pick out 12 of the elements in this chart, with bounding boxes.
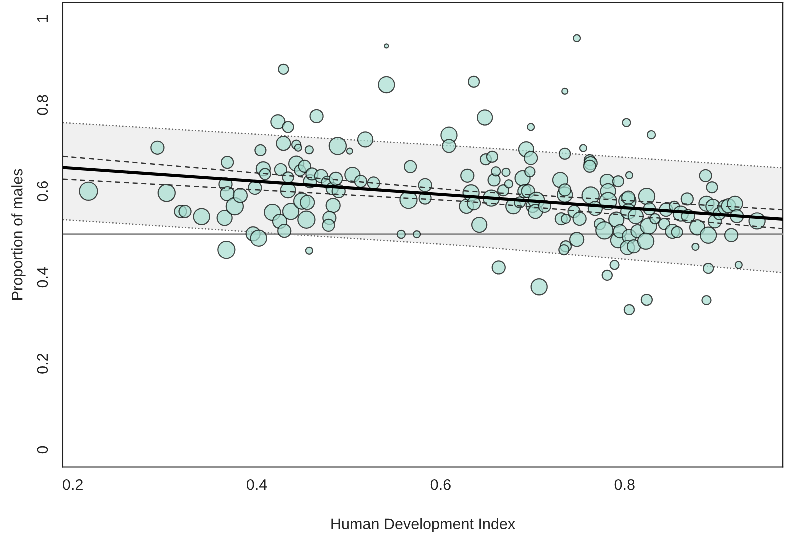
x-tick-label: 0.4	[246, 479, 268, 490]
y-tick-label: 1	[37, 16, 48, 22]
x-tick-label: 0.6	[430, 479, 451, 490]
y-tick-label: 0.6	[37, 181, 48, 202]
y-tick-label: 0.2	[37, 354, 48, 374]
x-axis-title: Human Development Index	[332, 518, 516, 533]
y-tick-label: 0.8	[37, 95, 48, 116]
y-axis-title: Proportion of males	[12, 169, 26, 300]
y-tick-label: 0	[37, 446, 48, 454]
x-tick-label: 0.8	[614, 479, 635, 490]
x-tick-label: 0.2	[63, 479, 83, 490]
y-tick-label: 0.4	[37, 267, 48, 288]
